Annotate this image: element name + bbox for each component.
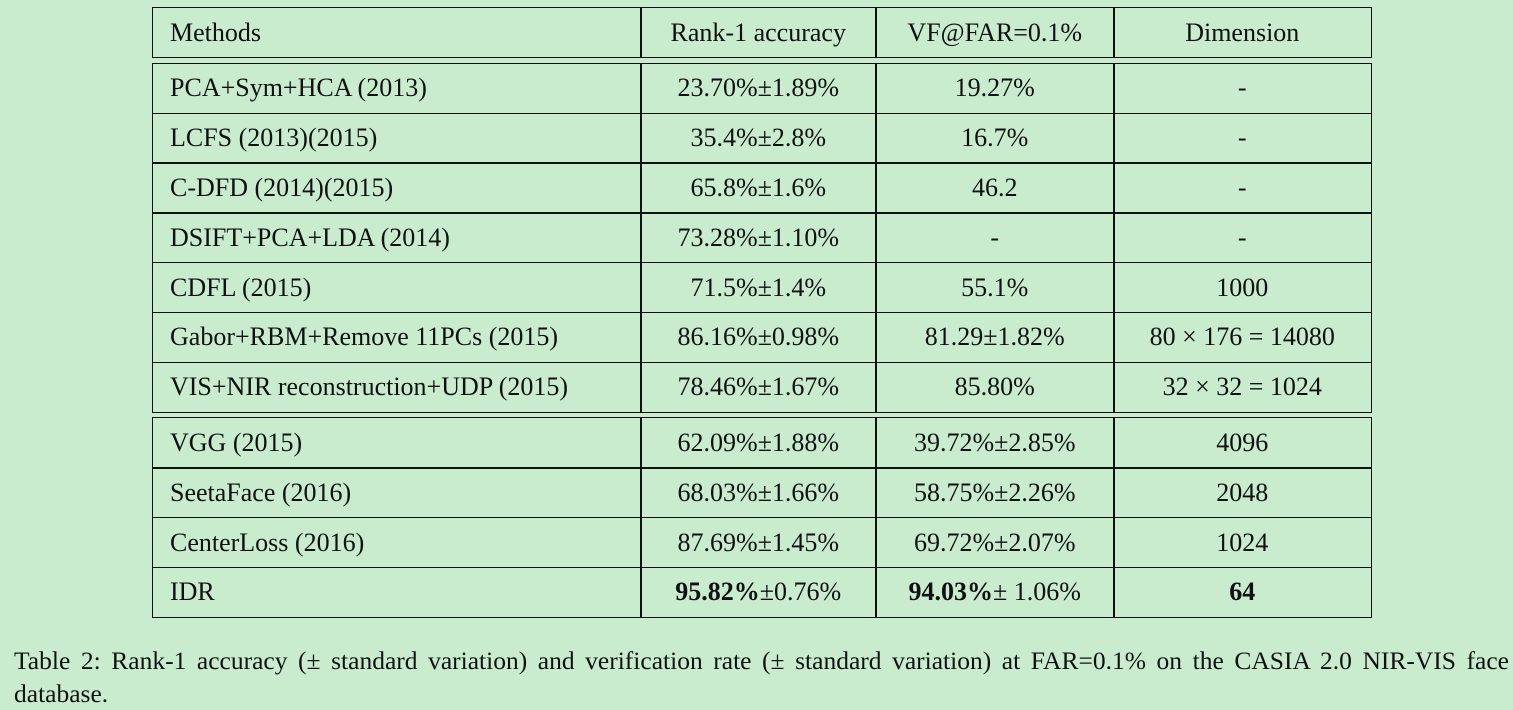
bold-value: 64 — [1229, 577, 1256, 607]
value-cell: 71.5%±1.4% — [640, 262, 877, 314]
value-cell: 23.70%±1.89% — [640, 62, 877, 115]
method-cell: VIS+NIR reconstruction+UDP (2015) — [152, 361, 642, 413]
value-cell: 86.16%±0.98% — [640, 311, 877, 364]
value-cell: 2048 — [1113, 467, 1372, 519]
method-cell: CenterLoss (2016) — [152, 517, 642, 569]
value-cell: 58.75%±2.26% — [875, 467, 1115, 519]
value-cell: - — [1113, 212, 1372, 264]
value-cell: 64 — [1113, 566, 1372, 619]
value-cell: 16.7% — [875, 112, 1115, 164]
value-cell: 73.28%±1.10% — [640, 212, 877, 264]
method-cell: Methods — [152, 7, 642, 59]
value-cell: VF@FAR=0.1% — [875, 7, 1115, 59]
value-cell: 65.8%±1.6% — [640, 162, 877, 214]
value-cell: 78.46%±1.67% — [640, 361, 877, 413]
value-cell: 19.27% — [875, 62, 1115, 115]
method-cell: SeetaFace (2016) — [152, 467, 642, 519]
value-cell: 87.69%±1.45% — [640, 517, 877, 569]
method-cell: LCFS (2013)(2015) — [152, 112, 642, 164]
value-cell: - — [1113, 162, 1372, 214]
method-cell: DSIFT+PCA+LDA (2014) — [152, 212, 642, 264]
value-cell: 1024 — [1113, 517, 1372, 569]
bold-value: 95.82% — [675, 577, 760, 607]
value-cell: 55.1% — [875, 262, 1115, 314]
value-cell: 39.72%±2.85% — [875, 417, 1115, 469]
value-cell: - — [1113, 112, 1372, 164]
value-cell: 80 × 176 = 14080 — [1113, 311, 1372, 364]
value-cell: 62.09%±1.88% — [640, 417, 877, 469]
value-cell: 95.82% ±0.76% — [640, 566, 877, 619]
value-text: ± 1.06% — [993, 577, 1081, 607]
value-cell: 35.4%±2.8% — [640, 112, 877, 164]
value-cell: 69.72%±2.07% — [875, 517, 1115, 569]
bold-value: 94.03% — [908, 577, 994, 607]
value-cell: 4096 — [1113, 417, 1372, 469]
value-cell: 85.80% — [875, 361, 1115, 413]
method-cell: VGG (2015) — [152, 417, 642, 469]
value-cell: 46.2 — [875, 162, 1115, 214]
value-cell: 81.29±1.82% — [875, 311, 1115, 364]
value-cell: 94.03% ± 1.06% — [875, 566, 1115, 619]
value-cell: 1000 — [1113, 262, 1372, 314]
value-text: ±0.76% — [759, 577, 842, 607]
method-cell: CDFL (2015) — [152, 262, 642, 314]
method-cell: IDR — [152, 566, 642, 619]
value-cell: 32 × 32 = 1024 — [1113, 361, 1372, 413]
value-cell: - — [1113, 62, 1372, 115]
value-cell: 68.03%±1.66% — [640, 467, 877, 519]
value-cell: Dimension — [1113, 7, 1372, 59]
method-cell: PCA+Sym+HCA (2013) — [152, 62, 642, 115]
value-cell: Rank-1 accuracy — [640, 7, 877, 59]
method-cell: C-DFD (2014)(2015) — [152, 162, 642, 214]
caption: Table 2: Rank-1 accuracy (± standard var… — [14, 646, 1509, 708]
value-cell: - — [875, 212, 1115, 264]
method-cell: Gabor+RBM+Remove 11PCs (2015) — [152, 311, 642, 364]
